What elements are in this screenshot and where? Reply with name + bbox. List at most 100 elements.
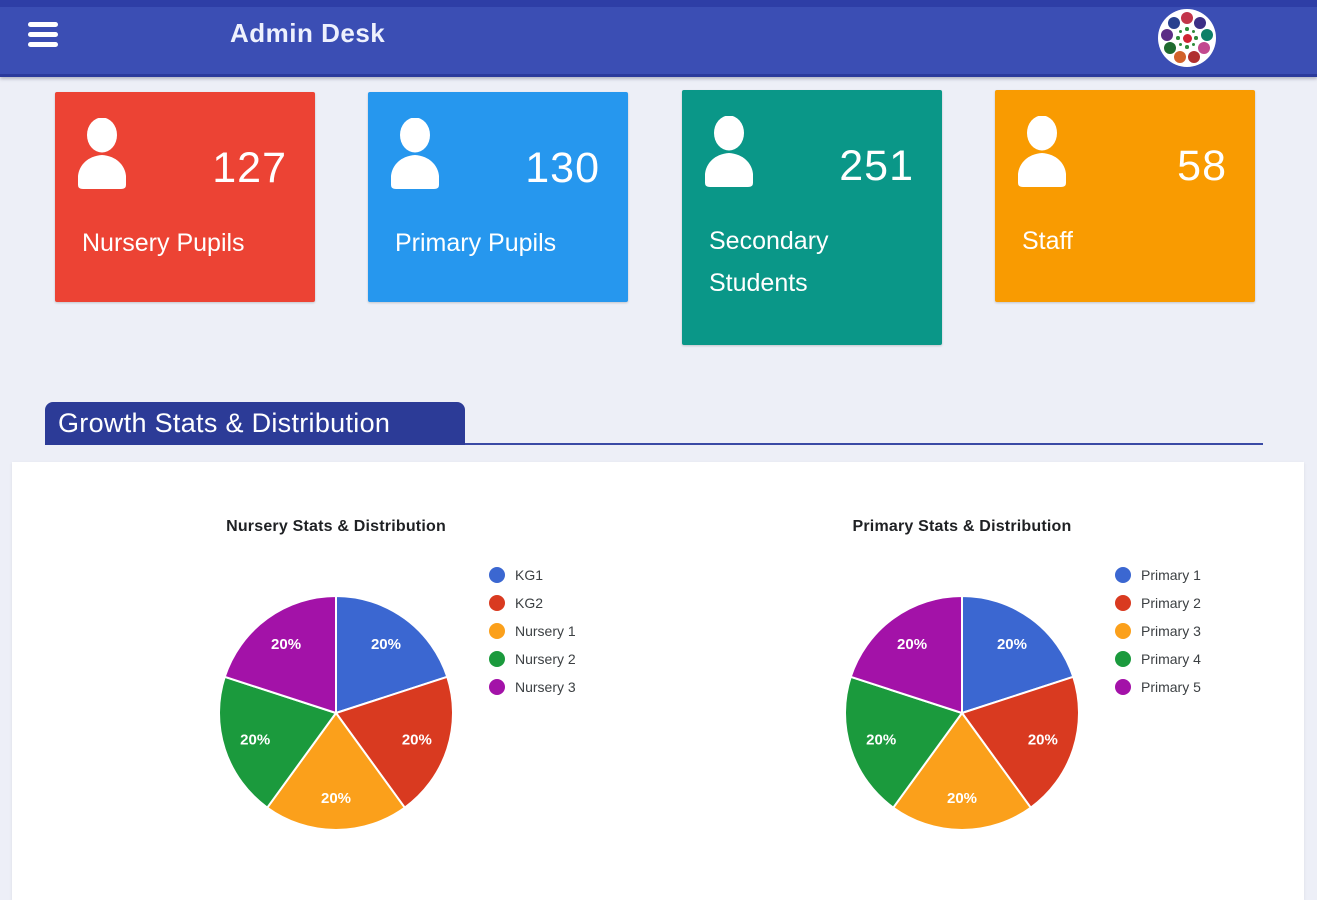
stat-value: 251 (839, 142, 914, 190)
person-icon (391, 118, 439, 189)
stat-value: 58 (1177, 142, 1227, 190)
logo-dot (1191, 42, 1196, 47)
logo-dot (1178, 42, 1183, 47)
pie-slice-label: 20% (997, 636, 1027, 653)
stat-card-primary-pupils: 130 Primary Pupils (368, 92, 628, 302)
pie-slice-label: 20% (866, 731, 896, 748)
app-title: Admin Desk (230, 18, 386, 48)
pie-slice-label: 20% (371, 636, 401, 653)
stat-label: Secondary Students (709, 227, 829, 297)
legend-item-primary-1: Primary 1 (1115, 561, 1201, 589)
section-divider (48, 443, 1263, 445)
legend-color-dot (1115, 679, 1131, 695)
pie-chart-area: 20% 20% 20% 20% 20% (842, 593, 1082, 833)
legend-item-primary-2: Primary 2 (1115, 589, 1201, 617)
logo-dot (1182, 33, 1192, 43)
legend-label: KG1 (515, 567, 544, 583)
legend-label: Primary 5 (1141, 679, 1201, 695)
logo-dot (1191, 29, 1196, 34)
logo-dot (1198, 42, 1211, 54)
legend-label: Primary 1 (1141, 567, 1201, 583)
logo-dot (1174, 50, 1187, 63)
pie-slice-label: 20% (897, 636, 927, 653)
primary-pie-chart: Primary Stats & Distribution 20% 20% 20% 20… (638, 462, 1286, 900)
legend-item-primary-3: Primary 3 (1115, 617, 1201, 645)
pie-slice-label: 20% (947, 790, 977, 807)
pie-slice-primary-2[interactable] (961, 675, 1080, 809)
pie-slice-kg2[interactable] (335, 675, 454, 809)
legend-color-dot (1115, 623, 1131, 639)
hamburger-menu-icon[interactable] (28, 22, 58, 52)
logo-dot (1163, 42, 1176, 54)
stat-value: 127 (212, 144, 287, 192)
pie-slice-label: 20% (240, 731, 270, 748)
person-icon (78, 118, 126, 189)
pie-slice-label: 20% (321, 790, 351, 807)
logo-dot (1193, 16, 1206, 29)
legend-label: Primary 3 (1141, 623, 1201, 639)
legend-label: Nursery 2 (515, 651, 576, 667)
chart-title: Primary Stats & Distribution (852, 518, 1072, 535)
legend-color-dot (489, 651, 505, 667)
nursery-pie-chart: Nursery Stats & Distribution 20% 20% 20% 20… (12, 462, 660, 900)
app-bar: Admin Desk (0, 0, 1317, 77)
pie-slice-label: 20% (1028, 731, 1058, 748)
legend-item-nursery-3: Nursery 3 (489, 673, 576, 701)
pie-slice-nursery-3[interactable] (223, 595, 337, 714)
person-icon (1018, 116, 1066, 187)
legend-color-dot (1115, 595, 1131, 611)
logo-dot (1187, 50, 1200, 63)
school-logo-icon (1158, 9, 1216, 67)
stat-card-staff: 58 Staff (995, 90, 1255, 302)
legend-label: Nursery 1 (515, 623, 576, 639)
logo-dot (1178, 29, 1183, 34)
pie-slice-label: 20% (402, 731, 432, 748)
pie-svg: 20% 20% 20% 20% 20% (844, 595, 1080, 831)
section-header-growth-stats: Growth Stats & Distribution (45, 402, 465, 445)
logo-dot (1181, 12, 1193, 24)
legend-color-dot (489, 595, 505, 611)
legend-color-dot (489, 623, 505, 639)
legend-item-kg1: KG1 (489, 561, 576, 589)
legend-item-kg2: KG2 (489, 589, 576, 617)
legend-color-dot (489, 567, 505, 583)
logo-dot (1168, 16, 1181, 29)
stat-card-secondary-students: 251 Secondary Students (682, 90, 942, 345)
pie-slice-primary-5[interactable] (849, 595, 963, 714)
legend-color-dot (489, 679, 505, 695)
legend-item-primary-4: Primary 4 (1115, 645, 1201, 673)
legend-item-primary-5: Primary 5 (1115, 673, 1201, 701)
chart-legend: KG1 KG2 Nursery 1 Nursery 2 Nursery 3 (489, 561, 576, 701)
legend-label: Nursery 3 (515, 679, 576, 695)
legend-color-dot (1115, 567, 1131, 583)
person-icon (705, 116, 753, 187)
pie-chart-area: 20% 20% 20% 20% 20% (216, 593, 456, 833)
chart-title: Nursery Stats & Distribution (226, 518, 446, 535)
legend-item-nursery-2: Nursery 2 (489, 645, 576, 673)
chart-legend: Primary 1 Primary 2 Primary 3 Primary 4 Prim… (1115, 561, 1201, 701)
pie-slice-primary-4[interactable] (844, 675, 963, 809)
stat-label: Staff (1022, 227, 1073, 255)
pie-slice-label: 20% (271, 636, 301, 653)
pie-slice-primary-1[interactable] (961, 595, 1075, 714)
logo-dot (1185, 45, 1189, 49)
legend-label: KG2 (515, 595, 544, 611)
pie-slice-nursery-2[interactable] (218, 675, 337, 809)
logo-dot (1194, 36, 1198, 40)
logo-dot (1161, 28, 1174, 41)
stat-card-nursery-pupils: 127 Nursery Pupils (55, 92, 315, 302)
pie-slice-nursery-1[interactable] (266, 712, 406, 831)
logo-dot (1200, 28, 1213, 41)
legend-label: Primary 2 (1141, 595, 1201, 611)
pie-svg: 20% 20% 20% 20% 20% (218, 595, 454, 831)
stat-value: 130 (525, 144, 600, 192)
pie-slice-primary-3[interactable] (892, 712, 1032, 831)
legend-item-nursery-1: Nursery 1 (489, 617, 576, 645)
logo-dot (1176, 36, 1180, 40)
stat-label: Nursery Pupils (82, 229, 245, 257)
legend-color-dot (1115, 651, 1131, 667)
legend-label: Primary 4 (1141, 651, 1201, 667)
stat-label: Primary Pupils (395, 229, 557, 257)
logo-dot (1185, 27, 1189, 31)
pie-slice-kg1[interactable] (335, 595, 449, 714)
